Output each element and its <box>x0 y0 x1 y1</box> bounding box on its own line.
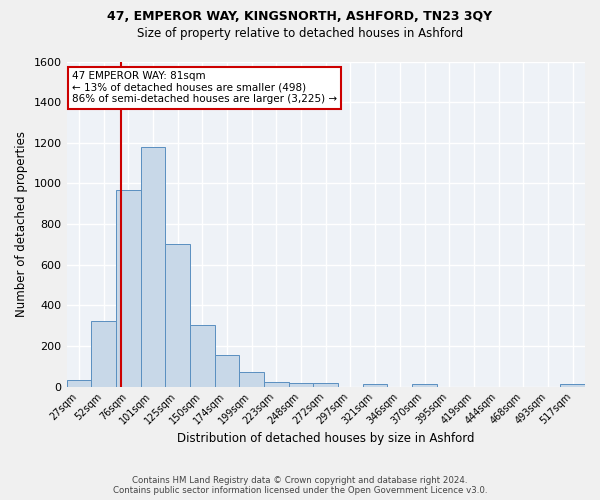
Bar <box>116 190 140 386</box>
Bar <box>289 383 313 386</box>
X-axis label: Distribution of detached houses by size in Ashford: Distribution of detached houses by size … <box>177 432 475 445</box>
Bar <box>190 324 215 386</box>
Bar <box>363 384 388 386</box>
Text: Size of property relative to detached houses in Ashford: Size of property relative to detached ho… <box>137 28 463 40</box>
Text: Contains HM Land Registry data © Crown copyright and database right 2024.
Contai: Contains HM Land Registry data © Crown c… <box>113 476 487 495</box>
Bar <box>264 382 289 386</box>
Bar <box>412 384 437 386</box>
Bar <box>165 244 190 386</box>
Y-axis label: Number of detached properties: Number of detached properties <box>15 131 28 317</box>
Bar <box>91 320 116 386</box>
Bar <box>313 382 338 386</box>
Bar <box>67 380 91 386</box>
Text: 47 EMPEROR WAY: 81sqm
← 13% of detached houses are smaller (498)
86% of semi-det: 47 EMPEROR WAY: 81sqm ← 13% of detached … <box>72 72 337 104</box>
Bar <box>239 372 264 386</box>
Bar <box>560 384 585 386</box>
Bar <box>215 355 239 386</box>
Text: 47, EMPEROR WAY, KINGSNORTH, ASHFORD, TN23 3QY: 47, EMPEROR WAY, KINGSNORTH, ASHFORD, TN… <box>107 10 493 23</box>
Bar <box>140 147 165 386</box>
